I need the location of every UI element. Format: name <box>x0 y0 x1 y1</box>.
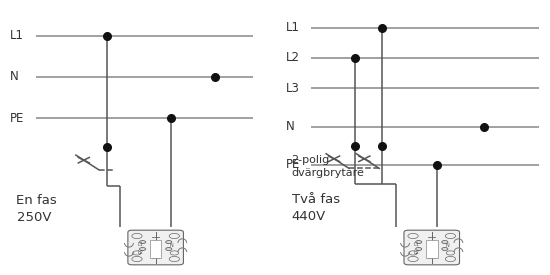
Text: L3: L3 <box>286 81 300 95</box>
Text: 2-polig
dvärgbrytare: 2-polig dvärgbrytare <box>292 155 364 178</box>
Text: Två fas
440V: Två fas 440V <box>292 192 340 223</box>
Ellipse shape <box>166 248 172 251</box>
Text: L2: L2 <box>286 51 300 64</box>
Ellipse shape <box>442 241 448 244</box>
FancyBboxPatch shape <box>150 240 162 258</box>
Text: En fas
250V: En fas 250V <box>16 194 57 224</box>
Text: PE: PE <box>286 158 300 172</box>
FancyBboxPatch shape <box>426 240 438 258</box>
FancyBboxPatch shape <box>404 230 460 265</box>
Text: L1: L1 <box>414 242 419 247</box>
Ellipse shape <box>416 241 422 244</box>
Ellipse shape <box>166 241 172 244</box>
Ellipse shape <box>442 248 448 251</box>
Ellipse shape <box>416 248 422 251</box>
Ellipse shape <box>140 241 146 244</box>
Text: PE: PE <box>10 112 24 125</box>
Text: L1: L1 <box>286 21 300 34</box>
Text: N: N <box>10 70 19 84</box>
Text: N: N <box>286 120 295 133</box>
Text: L1: L1 <box>138 242 143 247</box>
Text: L2: L2 <box>138 249 143 255</box>
Text: N: N <box>446 243 449 249</box>
FancyBboxPatch shape <box>128 230 183 265</box>
Ellipse shape <box>140 248 146 251</box>
Text: L2: L2 <box>414 249 419 255</box>
Text: N: N <box>169 243 173 249</box>
Text: L1: L1 <box>10 29 24 42</box>
